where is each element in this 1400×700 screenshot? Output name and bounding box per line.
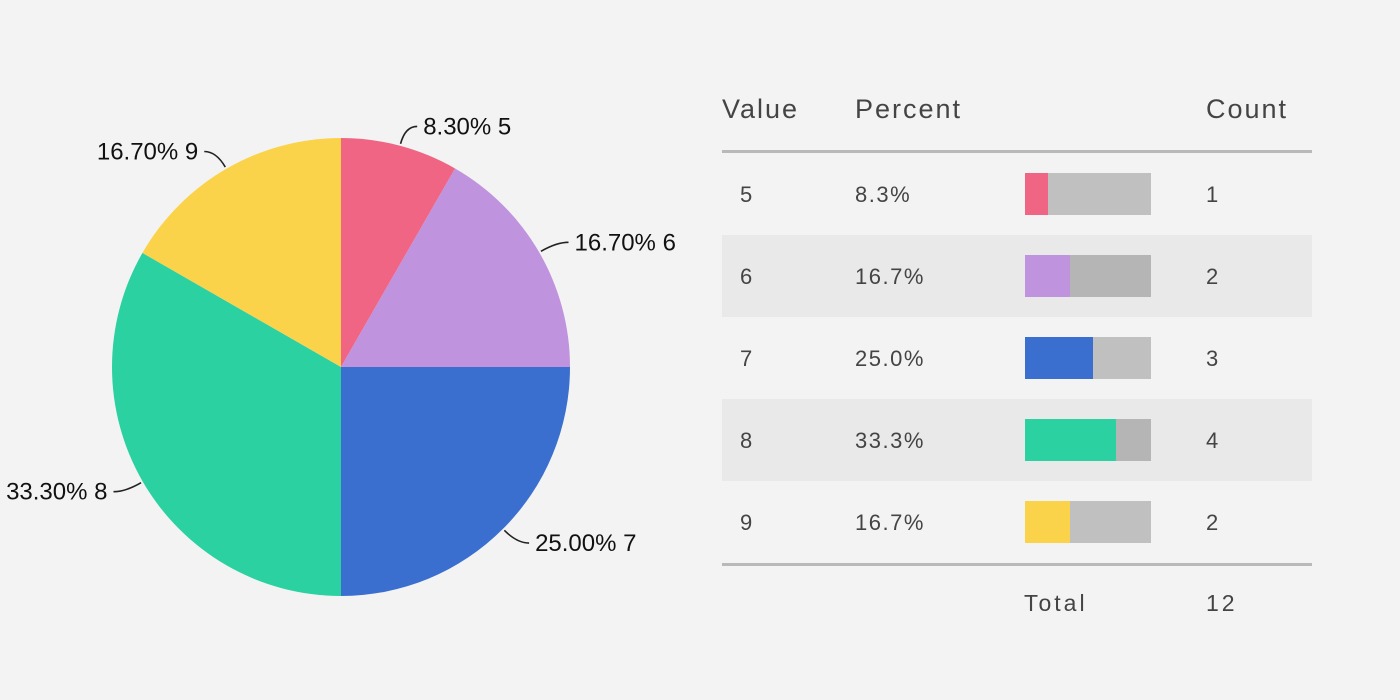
pie-slice-7 (341, 367, 570, 596)
row-count: 1 (1206, 182, 1220, 207)
total-count: 12 (1206, 590, 1238, 616)
pie-leader-6 (540, 241, 569, 252)
percent-bar-fill (1025, 255, 1071, 297)
percent-bar (1025, 337, 1151, 379)
pie-leader-5 (399, 125, 418, 145)
row-percent: 33.3% (855, 428, 925, 453)
row-value: 9 (740, 510, 754, 535)
row-value: 7 (740, 346, 754, 371)
percent-bar (1025, 419, 1151, 461)
percent-bar (1025, 255, 1151, 297)
table-row: 7 25.0% 3 (722, 317, 1312, 399)
total-label: Total (1024, 590, 1088, 616)
table-row: 8 33.3% 4 (722, 399, 1312, 481)
row-percent: 16.7% (855, 264, 925, 289)
row-percent: 25.0% (855, 346, 925, 371)
percent-bar (1025, 173, 1151, 215)
row-percent: 16.7% (855, 510, 925, 535)
header-percent: Percent (855, 94, 963, 124)
row-value: 6 (740, 264, 754, 289)
header-count: Count (1206, 94, 1289, 124)
table-row: 6 16.7% 2 (722, 235, 1312, 317)
percent-bar (1025, 501, 1151, 543)
pie-leader-8 (113, 482, 142, 493)
pie-label-9: 16.70% 9 (97, 138, 198, 165)
pie-slice-9 (142, 138, 341, 367)
pie-slice-5 (341, 138, 456, 367)
pie-slice-6 (341, 168, 570, 367)
table-body: 5 8.3% 1 6 16.7% 2 7 25.0% 3 8 33.3% 4 9 16.7% 2 (722, 153, 1312, 563)
table-row: 5 8.3% 1 (722, 153, 1312, 235)
row-count: 3 (1206, 346, 1220, 371)
row-count: 2 (1206, 264, 1220, 289)
row-percent: 8.3% (855, 182, 912, 207)
pie-label-6: 16.70% 6 (575, 229, 676, 256)
percent-bar-fill (1025, 419, 1116, 461)
row-value: 8 (740, 428, 754, 453)
row-value: 5 (740, 182, 754, 207)
pie-leader-7 (503, 529, 530, 544)
header-rule (722, 150, 1312, 153)
frequency-table: Value Percent Count 5 8.3% 1 6 16.7% 2 7 25.0% 3… (722, 80, 1312, 626)
footer-rule (722, 563, 1312, 566)
row-count: 2 (1206, 510, 1220, 535)
pie-leader-9 (204, 150, 226, 168)
pie-slice-8 (111, 252, 341, 597)
pie-label-7: 25.00% 7 (535, 530, 636, 557)
percent-bar-fill (1025, 337, 1094, 379)
table-footer: Total 12 (722, 566, 1312, 626)
pie-label-8: 33.30% 8 (6, 479, 107, 506)
pie-chart: 8.30% 5 16.70% 6 25.00% 7 33.30% 8 16.70% 9 (6, 113, 676, 597)
table-row: 9 16.7% 2 (722, 481, 1312, 563)
table-header: Value Percent Count (722, 80, 1312, 150)
row-count: 4 (1206, 428, 1220, 453)
percent-bar-fill (1025, 501, 1071, 543)
pie-label-5: 8.30% 5 (423, 113, 511, 140)
percent-bar-fill (1025, 173, 1048, 215)
header-value: Value (722, 94, 800, 124)
